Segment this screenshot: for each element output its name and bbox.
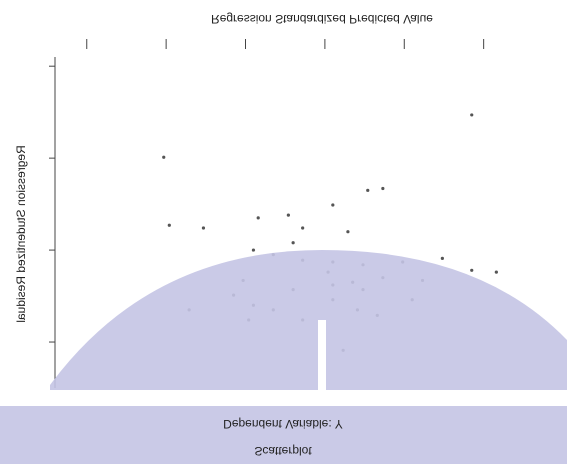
point	[494, 270, 498, 274]
point	[346, 230, 350, 234]
point	[440, 256, 444, 260]
overlay-shape	[50, 250, 567, 390]
overlay-band	[0, 406, 567, 464]
point	[331, 203, 335, 207]
point	[286, 213, 290, 217]
point	[291, 241, 295, 245]
point	[167, 223, 171, 227]
point	[470, 268, 474, 272]
point	[470, 113, 474, 117]
x-axis-label: Regression Standardized Predicted Value	[211, 12, 433, 26]
chart-subtitle: Dependent Variable: Y	[223, 417, 343, 431]
point	[301, 226, 305, 230]
overlay-gap	[318, 320, 326, 390]
point	[201, 226, 206, 230]
point	[162, 155, 166, 159]
point	[251, 248, 256, 252]
point	[381, 186, 385, 191]
point	[256, 216, 260, 220]
y-axis-label: Regression Studentized Residual	[14, 145, 28, 322]
chart-title: Scatterplot	[254, 444, 312, 458]
point	[366, 188, 370, 192]
